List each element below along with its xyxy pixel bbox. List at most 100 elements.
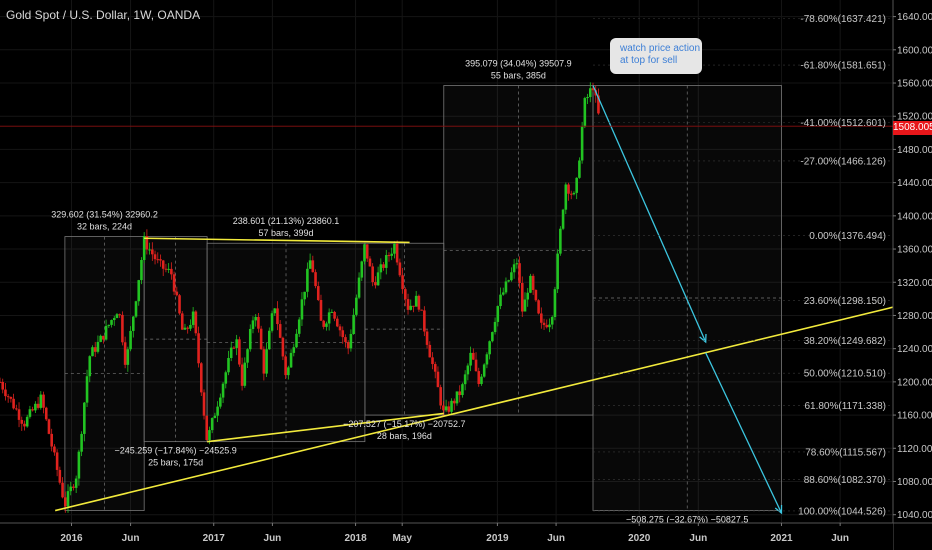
candle-body <box>4 389 7 397</box>
candle-body <box>159 259 162 261</box>
time-tick-label: 2019 <box>486 533 509 544</box>
candle-body <box>126 349 130 365</box>
fib-level-label: 0.00%(1376.494) <box>809 231 886 242</box>
time-tick-label: May <box>392 533 412 544</box>
candle-body <box>349 333 353 349</box>
candle-body <box>439 387 442 406</box>
fib-level-label: -27.00%(1466.126) <box>800 156 886 167</box>
candle-body <box>575 177 578 193</box>
measure-label-bars: 32 bars, 224d <box>77 222 132 232</box>
candle-body <box>178 295 181 314</box>
candle-body <box>431 357 434 365</box>
candle-body <box>142 236 146 260</box>
candle-body <box>504 281 508 293</box>
candle-body <box>140 259 143 281</box>
fib-level-label: 23.60%(1298.150) <box>804 296 886 307</box>
candle-body <box>44 407 48 420</box>
candle-body <box>213 415 217 419</box>
candle-body <box>327 312 331 324</box>
time-tick-label: Jun <box>831 533 849 544</box>
candle-body <box>148 249 151 251</box>
candle-body <box>0 381 2 383</box>
candle-body <box>134 301 138 317</box>
measurement-labels: 329.602 (31.54%) 32960.2 32 bars, 224d 238… <box>51 59 748 537</box>
candle-body <box>474 359 478 372</box>
candle-body <box>115 314 119 319</box>
candle-body <box>510 272 513 281</box>
candle-body <box>306 268 309 292</box>
time-tick-label: 2018 <box>344 533 367 544</box>
candle-body <box>374 282 377 286</box>
candle-body <box>469 352 472 366</box>
candle-body <box>425 331 429 345</box>
trendline <box>207 412 444 443</box>
candle-body <box>412 305 415 307</box>
candle-body <box>548 324 551 328</box>
candle-body <box>74 478 78 488</box>
candle-body <box>270 313 274 331</box>
candle-body <box>276 308 279 325</box>
candle-body <box>118 314 121 316</box>
measure-label-value: 238.601 (21.13%) 23860.1 <box>233 216 340 226</box>
candle-body <box>28 409 32 417</box>
price-tick-label: 1600.000 <box>897 45 932 56</box>
candle-body <box>281 337 285 357</box>
candle-body <box>496 306 500 322</box>
measure-label-value: −245.259 (−17.84%) −24525.9 <box>114 446 236 456</box>
candle-body <box>414 295 418 307</box>
candle-body <box>398 262 402 276</box>
candle-body <box>461 384 464 396</box>
price-tick-label: 1120.000 <box>897 444 932 455</box>
candle-body <box>229 347 233 359</box>
candle-body <box>371 266 374 283</box>
candle-body <box>564 184 568 210</box>
fib-level-label: 100.00%(1044.526) <box>798 506 886 517</box>
candle-body <box>447 406 451 412</box>
candle-body <box>395 243 399 263</box>
candle-body <box>251 320 255 329</box>
price-tick-label: 1080.000 <box>897 477 932 488</box>
time-tick-label: Jun <box>264 533 282 544</box>
fib-level-label: -61.80%(1581.651) <box>800 61 886 72</box>
candle-body <box>534 289 538 301</box>
price-tick-label: 1520.000 <box>897 112 932 123</box>
candle-body <box>352 314 355 334</box>
candle-body <box>512 264 516 273</box>
candle-body <box>235 339 238 348</box>
fib-level-label: -78.60%(1637.421) <box>800 14 886 25</box>
price-axis[interactable]: 1640.000 1600.000 1560.000 1520.000 1480.000… <box>892 0 932 550</box>
candle-body <box>145 236 149 250</box>
candle-body <box>316 286 320 301</box>
candle-body <box>72 486 75 488</box>
candle-body <box>156 259 160 261</box>
candle-body <box>170 268 173 275</box>
measure-label-bars: 55 bars, 385d <box>491 71 546 81</box>
candle-body <box>488 341 491 355</box>
candle-body <box>246 349 249 363</box>
fib-level-label: 88.60%(1082.370) <box>804 475 886 486</box>
candle-body <box>363 244 366 262</box>
candle-body <box>224 372 228 384</box>
measure-label-bars: 25 bars, 175d <box>148 458 203 468</box>
candle-body <box>69 486 73 492</box>
time-tick-label: Jun <box>122 533 140 544</box>
callout-note[interactable]: watch price action at top for sell <box>610 38 702 74</box>
candle-body <box>107 324 111 326</box>
candle-body <box>458 391 462 396</box>
candle-body <box>85 376 89 403</box>
candle-body <box>384 255 388 268</box>
time-axis[interactable]: 2016 Jun 2017 Jun 2018 May 2019 Jun 2020 Jun 2021 J… <box>0 522 932 550</box>
candle-body <box>368 258 372 267</box>
candle-body <box>591 88 595 91</box>
measure-label-value: 329.602 (31.54%) 32960.2 <box>51 210 158 220</box>
candle-body <box>248 328 252 350</box>
candle-body <box>47 419 51 434</box>
candle-body <box>308 260 312 269</box>
candle-body <box>463 374 467 385</box>
candle-body <box>319 300 323 321</box>
candle-body <box>404 289 407 300</box>
candle-body <box>442 405 445 411</box>
price-tick-label: 1360.000 <box>897 245 932 256</box>
candle-body <box>210 418 214 431</box>
